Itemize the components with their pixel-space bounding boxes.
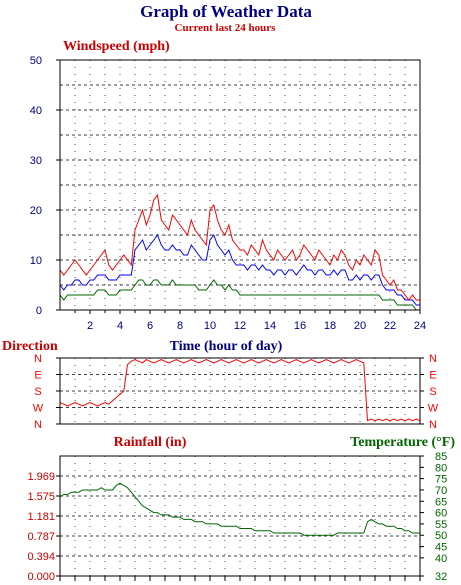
direction-y2-tick-label: N [429, 419, 437, 431]
rain-temperature-series [59, 482, 420, 536]
windspeed-y-tick-label: 0 [36, 305, 42, 317]
windspeed-x-tick-label: 2 [87, 320, 93, 332]
temperature-y-tick-label: 75 [435, 474, 447, 486]
rain-temperature-chart: Rainfall (in) Temperature (°F) 0.000 0.39… [27, 435, 455, 583]
direction-y-tick-label: N [34, 353, 42, 365]
page-title: Graph of Weather Data [140, 2, 312, 21]
temperature-y-tick-label: 50 [435, 530, 447, 542]
windspeed-x-tick-label: 4 [117, 320, 123, 332]
windspeed-x-tick-label: 16 [294, 320, 306, 332]
windspeed-low-line [59, 279, 420, 311]
direction-plot-frame [59, 357, 421, 425]
rainfall-y-tick-label: 0.787 [27, 531, 55, 543]
temperature-y-tick-label: 60 [435, 508, 447, 520]
windspeed-title: Windspeed (mph) [63, 39, 170, 54]
rainfall-y-tick-label: 1.181 [27, 511, 55, 523]
windspeed-x-tick-label: 6 [147, 320, 153, 332]
windspeed-grid [60, 60, 420, 310]
temperature-y-tick-label: 70 [435, 485, 447, 497]
windspeed-x-tick-label: 22 [384, 320, 396, 332]
windspeed-y-tick-label: 10 [30, 255, 42, 267]
windspeed-x-tick-label: 10 [204, 320, 216, 332]
direction-y-ticks: N NE ES SW WN N [33, 353, 439, 431]
direction-y2-tick-label: E [429, 370, 436, 382]
windspeed-x-tick-label: 14 [264, 320, 276, 332]
temperature-y-tick-label: 55 [435, 519, 447, 531]
rain-temperature-grid [59, 456, 421, 581]
time-axis-label: Time (hour of day) [170, 339, 283, 354]
windspeed-y-tick-label: 30 [30, 155, 42, 167]
windspeed-y-tick-label: 40 [30, 105, 42, 117]
direction-y-tick-label: E [34, 370, 41, 382]
rainfall-y-tick-label: 0.394 [27, 551, 55, 563]
rainfall-y-tick-label: 1.969 [27, 471, 55, 483]
page-subtitle: Current last 24 hours [175, 22, 277, 34]
temperature-line [59, 482, 420, 536]
rain-temperature-plot-frame [59, 455, 421, 577]
direction-series [59, 359, 421, 422]
direction-y2-tick-label: N [429, 353, 437, 365]
direction-grid [60, 358, 420, 424]
windspeed-plot-frame [59, 59, 421, 311]
windspeed-average-line [59, 233, 420, 306]
direction-title: Direction [2, 339, 58, 354]
temperature-y-tick-label: 40 [435, 553, 447, 565]
windspeed-y-tick-label: 20 [30, 205, 42, 217]
direction-y-tick-label: W [33, 403, 44, 415]
windspeed-series [59, 193, 420, 311]
windspeed-gust-line [59, 193, 420, 301]
rainfall-y-tick-label: 1.575 [27, 491, 55, 503]
windspeed-x-tick-label: 12 [234, 320, 246, 332]
temperature-y-tick-label: 65 [435, 496, 447, 508]
windspeed-y-ticks: 0 10 20 30 40 50 [30, 55, 60, 317]
windspeed-x-tick-label: 24 [414, 320, 426, 332]
rainfall-y-ticks: 0.000 0.394 0.787 1.181 1.575 1.969 [27, 471, 60, 583]
direction-y-tick-label: N [34, 419, 42, 431]
temperature-y-tick-label: 45 [435, 542, 447, 554]
direction-y-tick-label: S [34, 386, 41, 398]
temperature-y-tick-label: 85 [435, 451, 447, 463]
temperature-y-tick-label: 80 [435, 462, 447, 474]
temperature-title: Temperature (°F) [350, 435, 455, 450]
windspeed-y-tick-label: 50 [30, 55, 42, 67]
rainfall-title: Rainfall (in) [114, 435, 187, 450]
windspeed-x-ticks: 2 4 6 8 10 12 14 16 18 20 22 24 [74, 310, 426, 332]
direction-line [59, 359, 421, 422]
windspeed-x-tick-label: 18 [324, 320, 336, 332]
direction-chart: Direction Time (hour of day) N NE ES SW WN N [2, 339, 439, 431]
direction-y2-tick-label: S [429, 386, 436, 398]
rainfall-y-tick-label: 0.000 [27, 571, 55, 583]
windspeed-x-tick-label: 20 [354, 320, 366, 332]
direction-y2-tick-label: W [428, 403, 439, 415]
temperature-y-tick-label: 32 [435, 571, 447, 583]
windspeed-x-tick-label: 8 [177, 320, 183, 332]
